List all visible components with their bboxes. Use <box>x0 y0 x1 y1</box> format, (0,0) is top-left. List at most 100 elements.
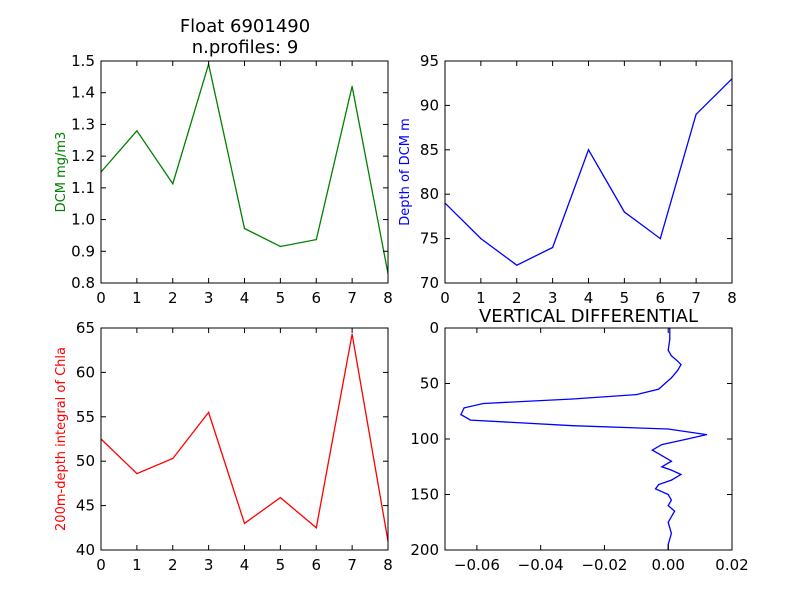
data-point <box>677 369 679 371</box>
data-point <box>635 394 637 396</box>
data-point <box>315 527 317 529</box>
x-tick-label: 5 <box>620 289 630 307</box>
x-tick-label: 0 <box>440 289 450 307</box>
y-tick-label: 50 <box>76 452 95 470</box>
data-point <box>463 407 465 409</box>
data-point <box>482 402 484 405</box>
x-tick-label: 0 <box>96 556 106 574</box>
data-point <box>680 473 682 476</box>
y-tick-label: 90 <box>420 96 439 114</box>
data-point <box>680 364 682 366</box>
axes-frame <box>100 327 389 551</box>
y-axis-label: Depth of DCM m <box>398 118 413 226</box>
data-point <box>279 245 281 248</box>
x-tick-label: 0.02 <box>715 556 748 574</box>
x-tick-label: 2 <box>168 289 178 307</box>
data-point <box>686 438 689 440</box>
data-point <box>658 388 660 390</box>
y-tick-label: 55 <box>76 408 95 426</box>
data-point <box>172 457 174 460</box>
x-tick-label: 1 <box>476 289 486 307</box>
y-tick-label: 0.8 <box>71 274 95 292</box>
chart-bottom-right: −0.06 −0.04 −0.02 0.00 0.02 0 50 100 150 200 VERTI… <box>410 306 748 574</box>
series-line <box>100 61 389 274</box>
data-point <box>469 419 472 421</box>
y-tick-label: 0.9 <box>71 242 95 260</box>
data-point <box>658 483 660 486</box>
data-point <box>661 444 663 446</box>
y-tick-label: 0 <box>429 319 439 337</box>
data-point <box>572 398 574 400</box>
data-point <box>208 411 210 413</box>
x-tick-label: 5 <box>276 289 286 307</box>
data-point <box>552 246 554 249</box>
figure-title: Float 6901490 <box>180 16 310 37</box>
data-point <box>661 455 663 457</box>
data-point <box>670 499 673 501</box>
chart-top-right: 0 1 2 3 4 5 6 7 8 70 75 80 85 90 95 Depth of DCM m <box>398 52 737 307</box>
x-tick-label: 5 <box>276 556 286 574</box>
x-tick-label: 3 <box>204 289 214 307</box>
x-tick-label: 7 <box>347 289 357 307</box>
series-line <box>100 334 389 542</box>
y-tick-label: 75 <box>420 230 439 248</box>
data-point <box>651 449 653 451</box>
y-tick-label: 95 <box>420 52 439 70</box>
y-tick-label: 85 <box>420 141 439 159</box>
y-tick-label: 40 <box>76 541 95 559</box>
data-point <box>279 497 281 499</box>
y-tick-label: 65 <box>76 319 95 337</box>
data-point <box>460 414 462 416</box>
x-tick-label: 4 <box>240 289 250 307</box>
y-tick-label: 1.4 <box>71 84 95 102</box>
data-point <box>243 227 246 230</box>
x-tick-label: 6 <box>655 289 665 307</box>
x-tick-label: 8 <box>383 556 393 574</box>
x-tick-label: 8 <box>727 289 737 307</box>
data-point <box>670 460 673 462</box>
x-tick-label: 4 <box>240 556 250 574</box>
x-tick-label: −0.04 <box>518 556 564 574</box>
y-tick-label: 1.3 <box>71 115 95 133</box>
data-point <box>667 428 669 430</box>
panel-title: VERTICAL DIFFERENTIAL <box>479 306 698 327</box>
data-point <box>670 469 673 471</box>
x-tick-label: 6 <box>311 556 321 574</box>
figure-subtitle: n.profiles: 9 <box>192 37 299 58</box>
y-tick-label: 60 <box>76 363 95 381</box>
data-point <box>172 183 174 185</box>
y-tick-label: 150 <box>410 486 439 504</box>
y-tick-label: 45 <box>76 497 95 515</box>
data-point <box>667 349 669 351</box>
x-tick-label: 8 <box>383 289 393 307</box>
data-point <box>351 85 353 87</box>
data-point <box>669 338 671 340</box>
y-tick-label: 80 <box>420 185 439 203</box>
data-point <box>136 473 138 475</box>
x-tick-label: 0 <box>96 289 106 307</box>
data-point <box>136 130 138 132</box>
x-tick-label: 7 <box>347 556 357 574</box>
series-line <box>444 78 733 266</box>
x-tick-label: 0.00 <box>652 556 685 574</box>
data-point <box>516 264 518 266</box>
data-point <box>670 377 673 379</box>
y-tick-label: 1.1 <box>71 179 95 197</box>
axes-frame <box>444 60 733 284</box>
data-point <box>664 382 666 385</box>
data-point <box>705 434 708 436</box>
series-line <box>460 328 707 550</box>
data-point <box>572 425 574 427</box>
y-tick-label: 1.0 <box>71 211 95 229</box>
x-tick-label: 2 <box>512 289 522 307</box>
x-tick-label: 2 <box>168 556 178 574</box>
x-tick-label: 7 <box>691 289 701 307</box>
y-tick-label: 1.2 <box>71 147 95 165</box>
x-tick-label: 1 <box>132 289 142 307</box>
x-tick-label: 3 <box>204 556 214 574</box>
x-tick-label: 1 <box>132 556 142 574</box>
data-point <box>677 360 679 362</box>
data-point <box>670 532 673 535</box>
x-tick-label: 3 <box>548 289 558 307</box>
